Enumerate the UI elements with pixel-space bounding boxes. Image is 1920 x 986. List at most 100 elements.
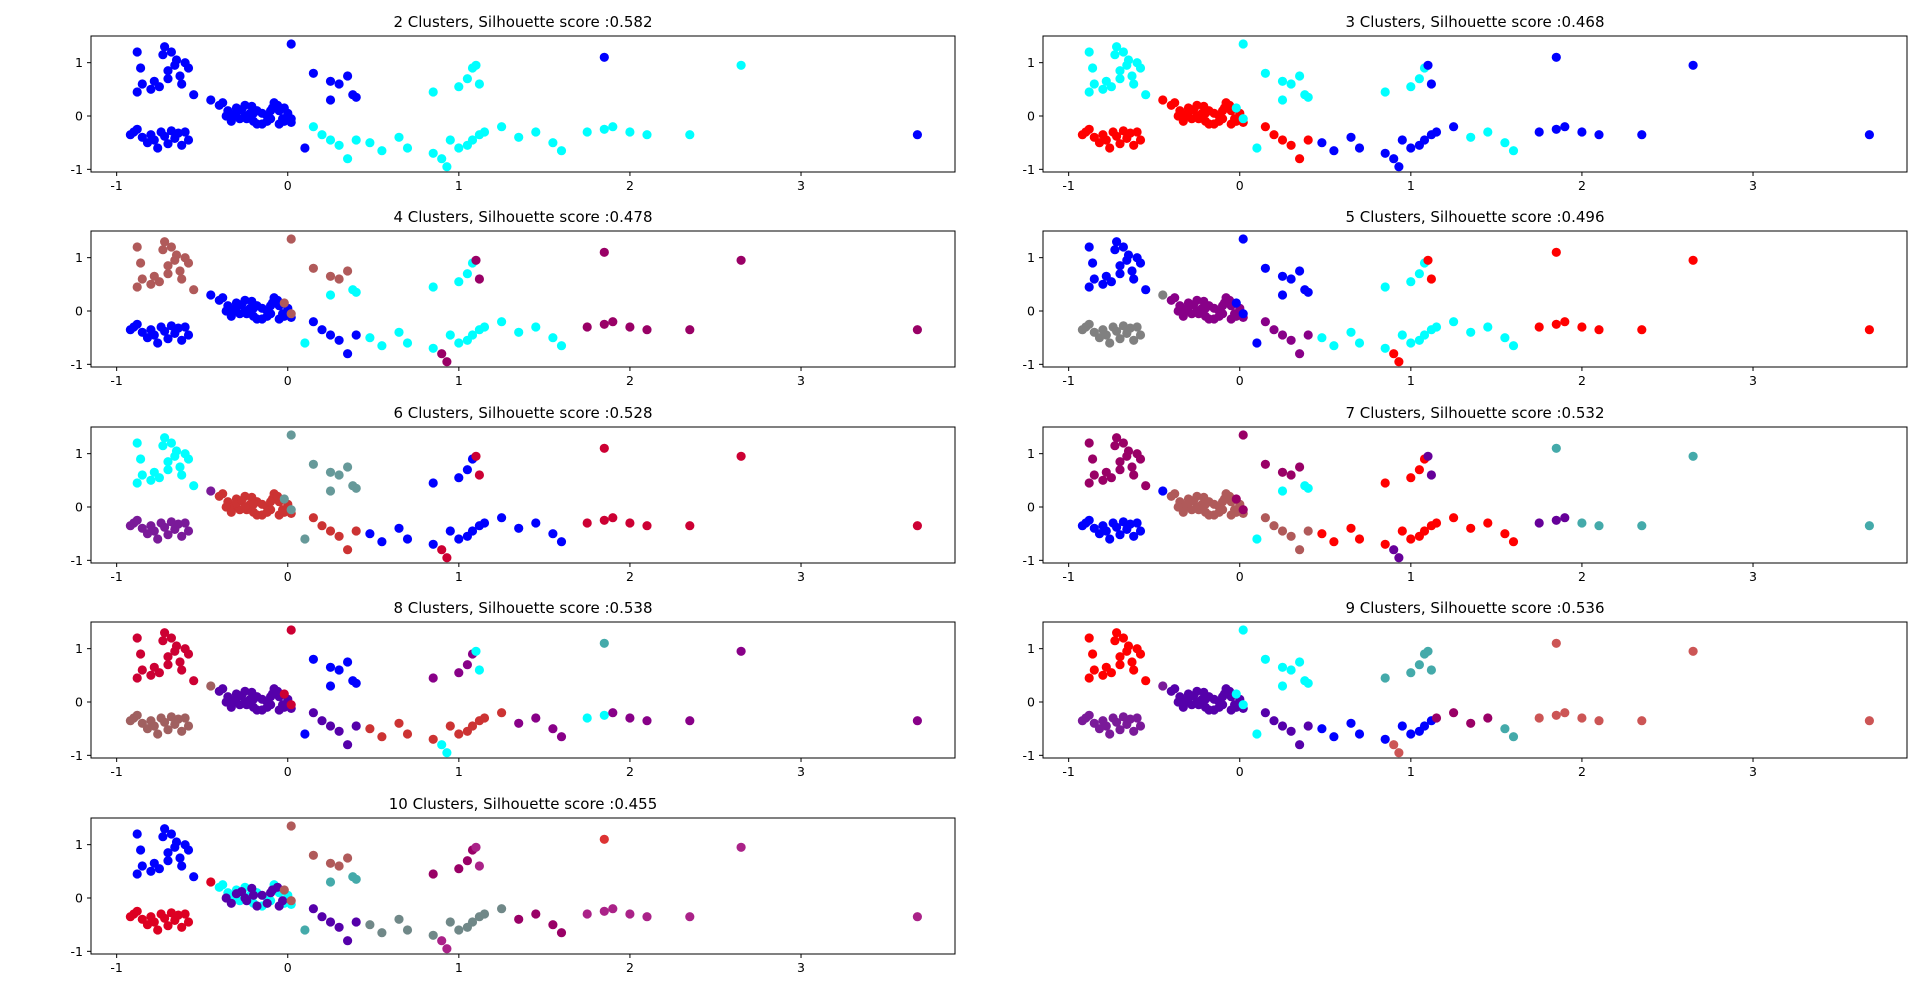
scatter-point [163, 269, 173, 279]
scatter-point [445, 135, 455, 145]
scatter-point [1214, 116, 1224, 126]
scatter-point [1158, 486, 1168, 496]
scatter-point [286, 821, 296, 831]
scatter-point [1238, 114, 1248, 124]
scatter-point [218, 489, 228, 499]
scatter-point [1218, 692, 1228, 702]
scatter-point [1419, 330, 1430, 340]
scatter-point [132, 710, 142, 720]
scatter-point [599, 247, 609, 257]
scatter-point [153, 534, 163, 544]
scatter-point [166, 712, 176, 722]
scatter-point [1380, 539, 1390, 549]
axes-frame [90, 817, 956, 955]
scatter-point [608, 904, 618, 914]
scatter-point [1118, 712, 1128, 722]
scatter-point [1431, 713, 1442, 723]
scatter-point [351, 721, 361, 731]
scatter-point [286, 625, 296, 635]
x-tick-label: 1 [455, 178, 463, 193]
scatter-point [300, 925, 310, 935]
scatter-point [1426, 274, 1436, 284]
scatter-point [1112, 237, 1122, 247]
scatter-point [1115, 457, 1125, 467]
scatter-point [582, 322, 592, 332]
axes-frame [90, 35, 956, 173]
scatter-point [442, 162, 452, 172]
scatter-point [531, 518, 541, 528]
scatter-point [279, 689, 289, 699]
scatter-point [351, 874, 361, 884]
scatter-point [1329, 341, 1339, 351]
subplot-title: 7 Clusters, Silhouette score :0.532 [1345, 404, 1604, 422]
scatter-point [1380, 282, 1390, 292]
scatter-point [1317, 138, 1327, 148]
scatter-point [1238, 505, 1248, 515]
scatter-point [608, 513, 618, 523]
scatter-point [1380, 673, 1390, 683]
scatter-point [642, 716, 652, 726]
scatter-point [1551, 52, 1561, 62]
scatter-point [180, 713, 190, 723]
scatter-point [146, 279, 156, 289]
scatter-point [454, 729, 464, 739]
scatter-point [1122, 451, 1132, 461]
scatter-point [137, 274, 147, 284]
scatter-point [166, 47, 176, 57]
scatter-point [334, 861, 344, 871]
scatter-point [548, 529, 558, 539]
scatter-point [1303, 135, 1313, 145]
scatter-point [556, 146, 567, 156]
scatter-point [325, 917, 336, 927]
scatter-point [183, 330, 194, 340]
x-tick-label: 2 [626, 373, 634, 388]
scatter-point [160, 433, 170, 443]
scatter-point [308, 850, 318, 860]
scatter-point [325, 858, 336, 868]
scatter-point [1112, 717, 1122, 727]
scatter-point [343, 71, 353, 81]
scatter-point [1084, 633, 1094, 643]
scatter-point [912, 130, 923, 140]
scatter-point [266, 497, 276, 507]
scatter-point [183, 258, 194, 268]
scatter-point [1560, 122, 1570, 132]
x-tick-label: 3 [797, 960, 805, 975]
scatter-point [1110, 245, 1120, 255]
scatter-point [454, 534, 464, 544]
scatter-point [286, 700, 296, 710]
scatter-point [1508, 537, 1519, 547]
scatter-point [351, 678, 361, 688]
scatter-point [1389, 154, 1399, 164]
scatter-point [1277, 526, 1288, 536]
scatter-point [1500, 724, 1510, 734]
scatter-point [317, 521, 327, 531]
scatter-point [1260, 654, 1270, 664]
scatter-point [132, 438, 142, 448]
subplot-title: 5 Clusters, Silhouette score :0.496 [1345, 208, 1604, 226]
y-tick-label: 0 [75, 304, 83, 319]
scatter-point [1231, 494, 1241, 504]
scatter-point [1115, 465, 1125, 475]
scatter-point [173, 910, 183, 920]
scatter-point [497, 122, 507, 132]
scatter-point [1115, 334, 1125, 344]
scatter-point [266, 692, 276, 702]
scatter-point [274, 901, 284, 911]
scatter-point [437, 154, 447, 164]
scatter-point [462, 660, 472, 670]
scatter-point [1127, 266, 1137, 276]
scatter-point [1483, 127, 1493, 137]
scatter-point [428, 343, 438, 353]
scatter-point [1688, 60, 1698, 70]
scatter-point [1209, 694, 1219, 704]
scatter-point [343, 154, 353, 164]
scatter-point [1106, 668, 1116, 678]
scatter-point [1214, 702, 1224, 712]
scatter-point [548, 724, 558, 734]
scatter-point [1214, 507, 1224, 517]
scatter-point [1231, 689, 1241, 699]
scatter-point [163, 457, 173, 467]
scatter-point [1231, 103, 1241, 113]
scatter-point [325, 877, 336, 887]
